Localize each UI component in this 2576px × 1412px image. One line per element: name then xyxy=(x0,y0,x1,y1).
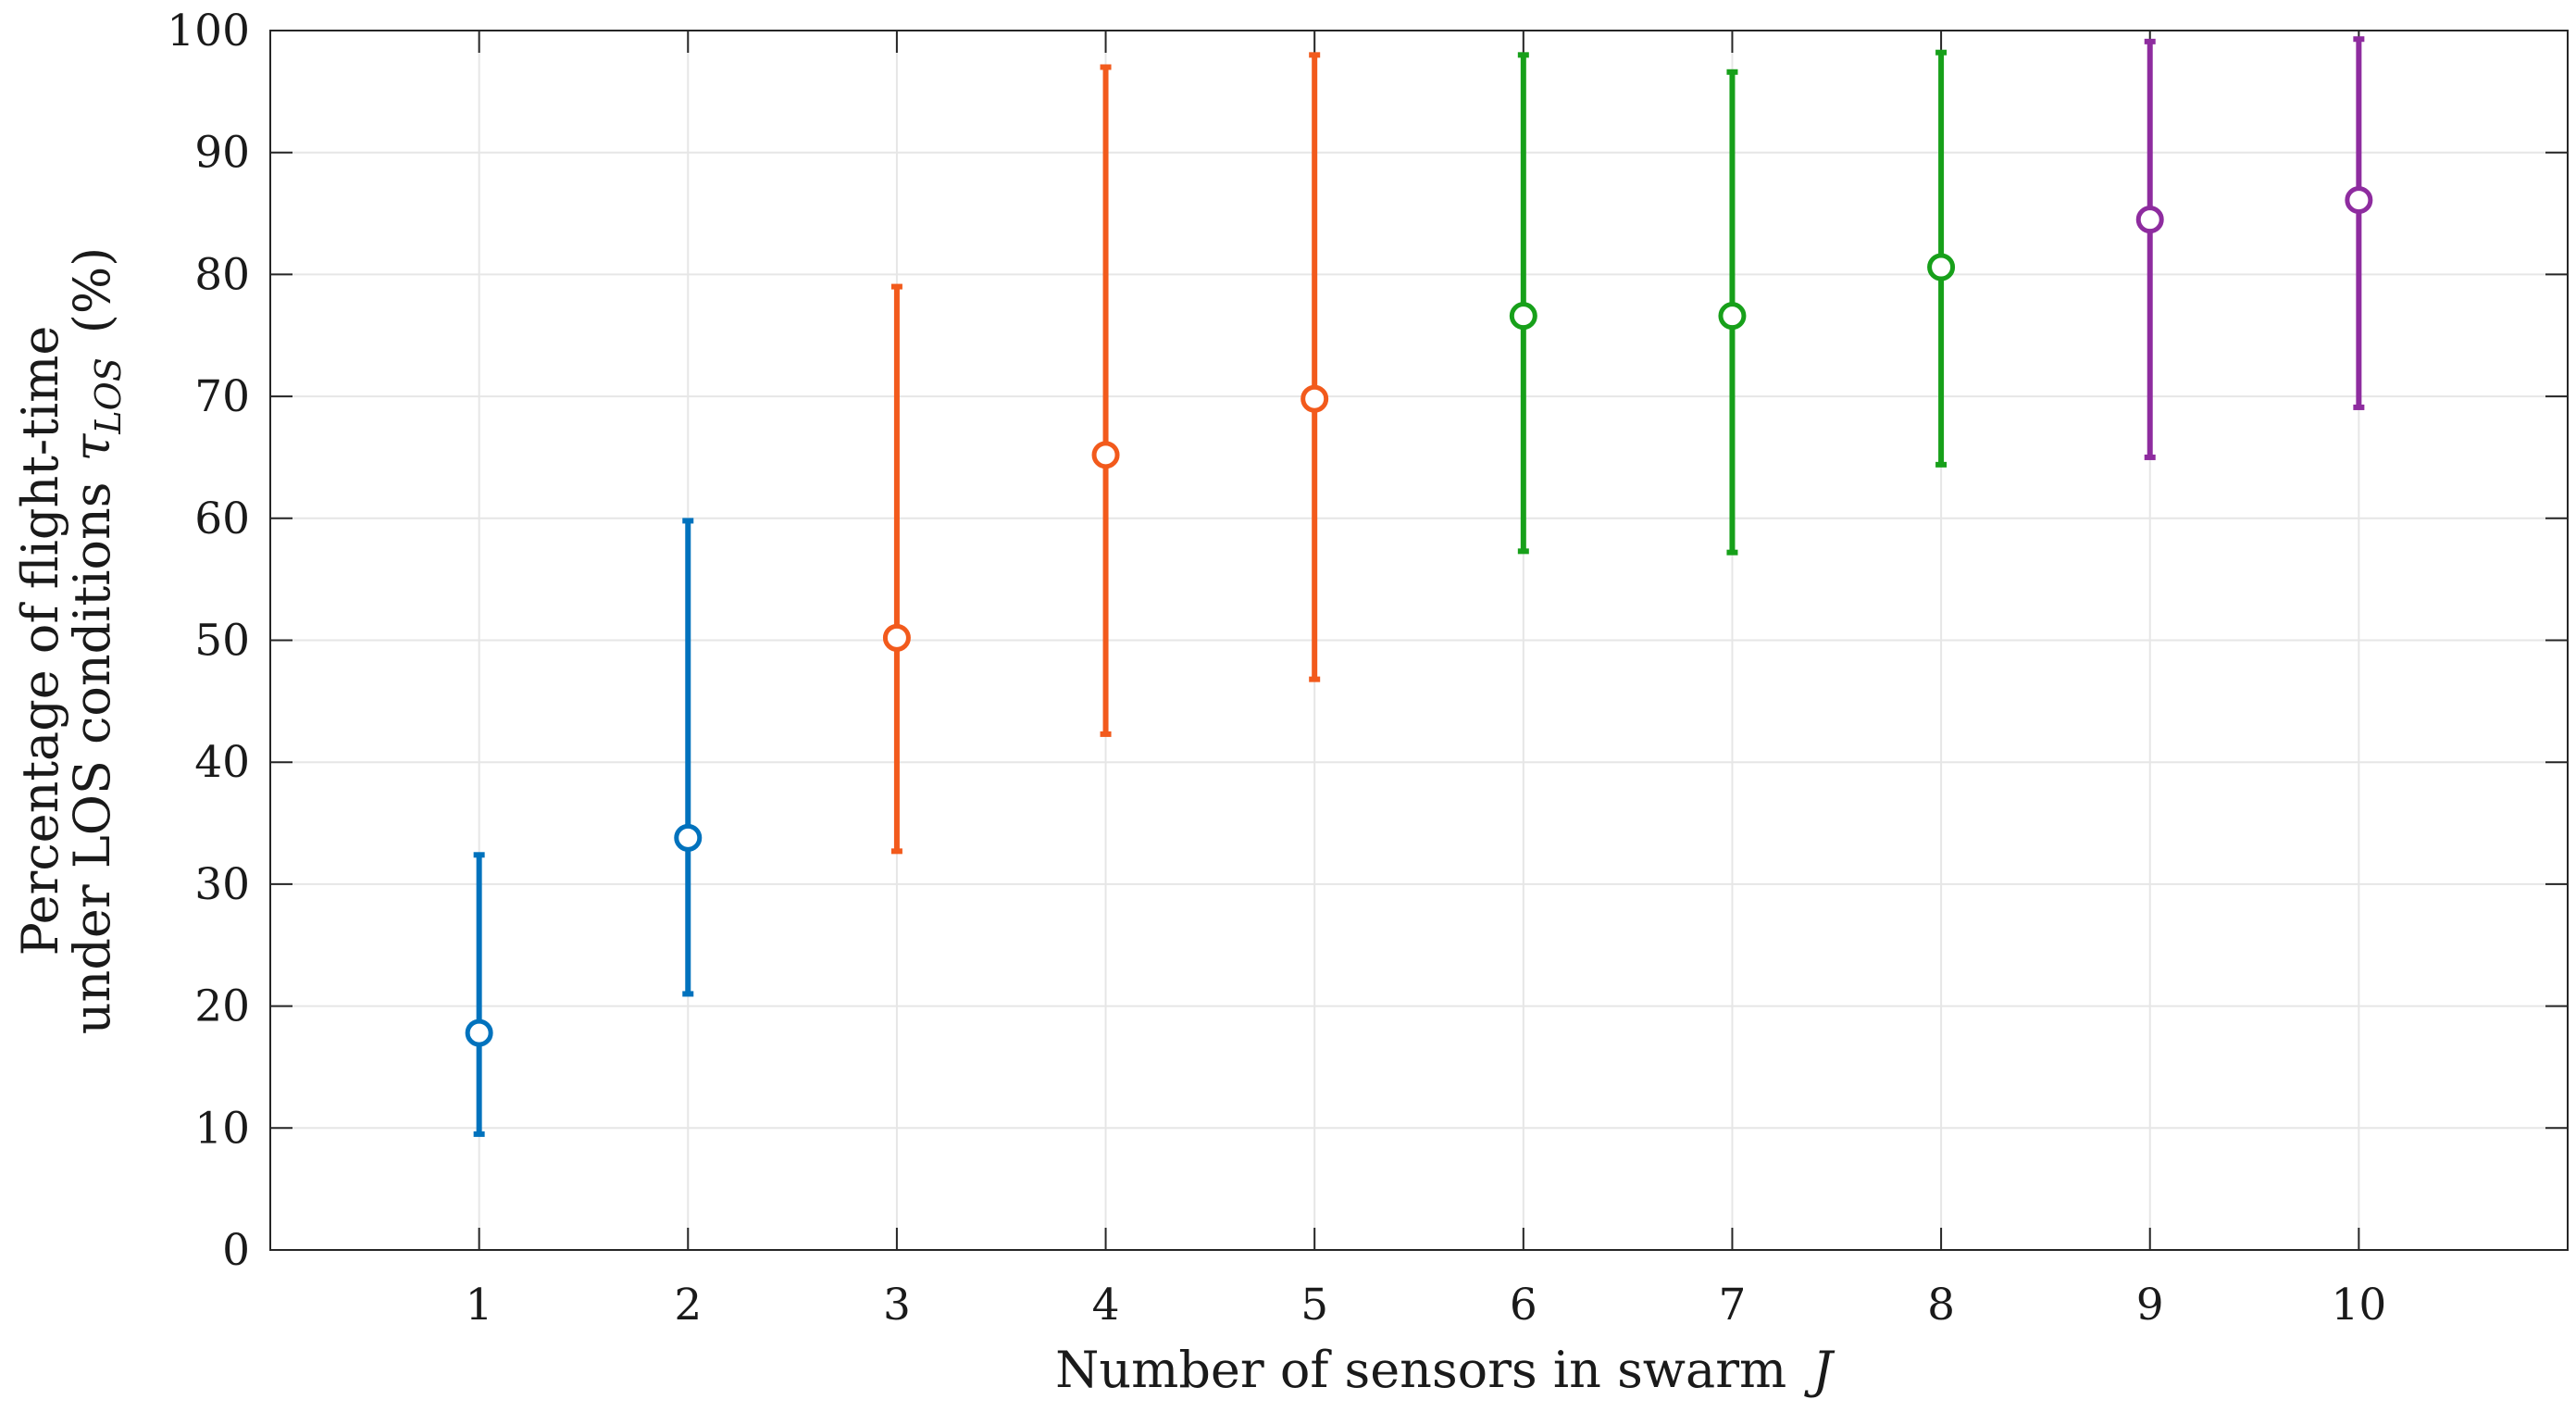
y-tick-label-30: 30 xyxy=(194,859,250,910)
error-point-5 xyxy=(1300,52,1329,682)
y-tick-label-80: 80 xyxy=(194,249,250,300)
data-series xyxy=(465,36,2373,1137)
y-tick-label-90: 90 xyxy=(194,128,250,179)
y-tick-label-0: 0 xyxy=(222,1225,250,1276)
y-tick-label-60: 60 xyxy=(194,494,250,544)
y-tick-label-10: 10 xyxy=(194,1103,250,1154)
x-tick-label-2: 2 xyxy=(674,1280,702,1331)
y-tick-label-20: 20 xyxy=(194,981,250,1032)
mean-marker-9 xyxy=(2135,206,2164,234)
y-tick-label-70: 70 xyxy=(194,371,250,422)
y-tick-label-100: 100 xyxy=(167,6,250,56)
y-tick-label-50: 50 xyxy=(194,616,250,667)
x-tick-label-8: 8 xyxy=(1927,1280,1955,1331)
mean-marker-10 xyxy=(2345,186,2373,215)
mean-marker-7 xyxy=(1718,302,1747,331)
mean-marker-4 xyxy=(1091,441,1120,469)
mean-marker-1 xyxy=(465,1018,493,1047)
error-point-7 xyxy=(1718,69,1747,556)
mean-marker-2 xyxy=(674,823,703,852)
x-tick-label-10: 10 xyxy=(2331,1280,2386,1331)
error-point-8 xyxy=(1927,49,1956,468)
x-tick-label-6: 6 xyxy=(1510,1280,1537,1331)
mean-marker-6 xyxy=(1509,302,1537,331)
x-tick-label-1: 1 xyxy=(466,1280,493,1331)
error-point-1 xyxy=(465,852,493,1137)
error-point-3 xyxy=(882,283,911,855)
mean-marker-5 xyxy=(1300,384,1329,413)
x-tick-label-4: 4 xyxy=(1092,1280,1120,1331)
x-tick-label-9: 9 xyxy=(2136,1280,2164,1331)
y-axis-label-line2: under LOS conditionsτLOS(%) xyxy=(63,247,129,1034)
error-point-10 xyxy=(2345,36,2373,410)
y-axis-label-line1: Percentage of flight-time xyxy=(11,326,69,956)
x-tick-label-7: 7 xyxy=(1719,1280,1747,1331)
x-axis-label: Number of sensors in swarm J xyxy=(1055,1341,1836,1399)
error-point-6 xyxy=(1509,52,1537,555)
mean-marker-8 xyxy=(1927,253,1956,281)
mean-marker-3 xyxy=(882,623,911,652)
error-point-2 xyxy=(674,518,703,997)
x-tick-label-5: 5 xyxy=(1300,1280,1328,1331)
x-tick-label-3: 3 xyxy=(883,1280,911,1331)
y-axis-label: Percentage of flight-time under LOS cond… xyxy=(11,247,129,1034)
y-tick-label-40: 40 xyxy=(194,737,250,788)
error-point-9 xyxy=(2135,38,2164,460)
error-point-4 xyxy=(1091,64,1120,737)
